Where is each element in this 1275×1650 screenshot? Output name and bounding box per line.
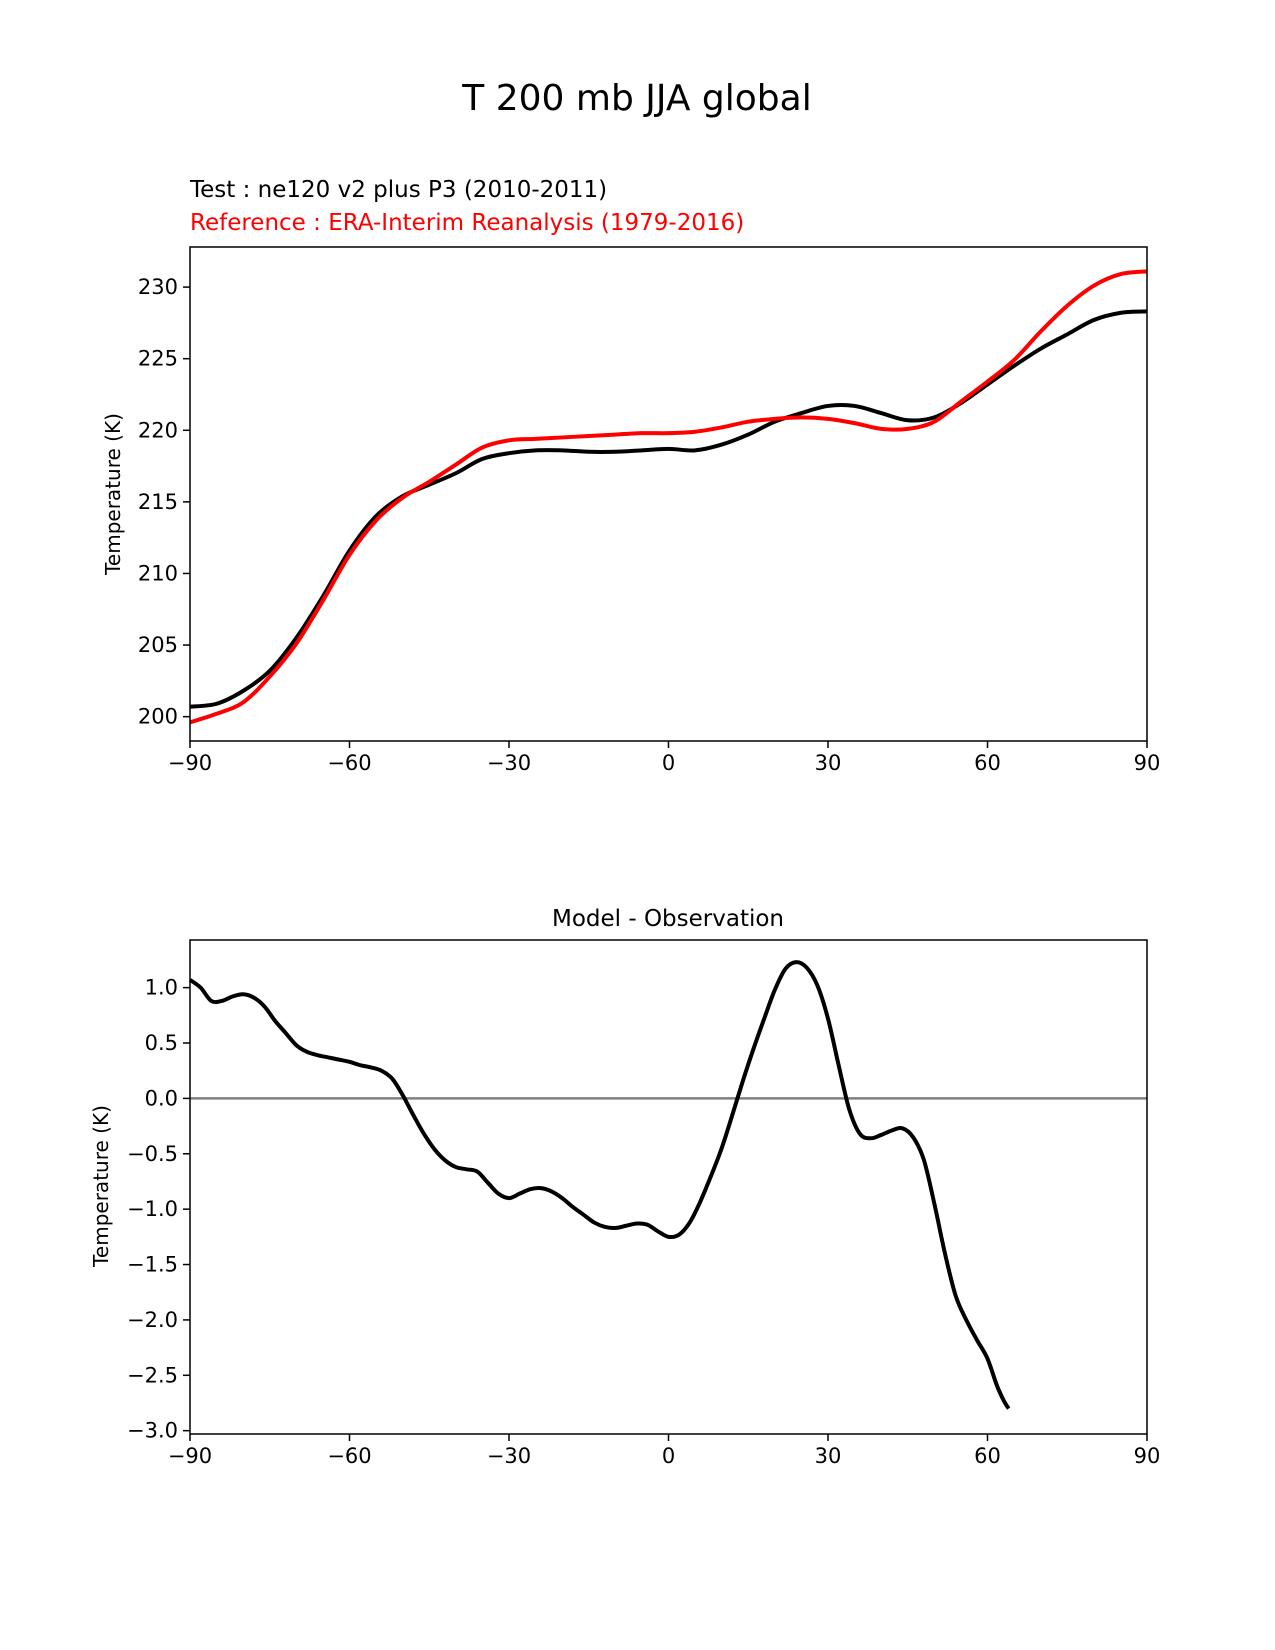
x-tick-label: −30 — [487, 751, 531, 775]
temperature-panel: Test : ne120 v2 plus P3 (2010-2011) Refe… — [101, 177, 1160, 775]
x-tick-label: −90 — [168, 1444, 212, 1468]
test-label: Test : ne120 v2 plus P3 (2010-2011) — [189, 177, 607, 203]
y-tick-label: −0.5 — [127, 1142, 178, 1166]
x-tick-label: 90 — [1134, 1444, 1161, 1468]
x-tick-label: −90 — [168, 751, 212, 775]
x-tick-label: 60 — [974, 1444, 1001, 1468]
plot-frame — [189, 246, 1148, 742]
y-tick-label: −2.0 — [127, 1308, 178, 1332]
reference-label: Reference : ERA-Interim Reanalysis (1979… — [190, 210, 744, 236]
y-tick-label: 225 — [138, 347, 178, 371]
y-tick-label: 205 — [138, 633, 178, 657]
y-tick-label: 200 — [138, 705, 178, 729]
difference-title: Model - Observation — [552, 906, 784, 932]
x-tick-label: 30 — [815, 751, 842, 775]
difference-panel: Model - Observation Temperature (K) −90−… — [89, 906, 1160, 1468]
y-tick-label: 210 — [138, 561, 178, 585]
reference-series-line — [189, 269, 1148, 725]
y-tick-label: 220 — [138, 418, 178, 442]
y-tick-label: 0.5 — [145, 1031, 178, 1055]
y-tick-label: 1.0 — [145, 976, 178, 1000]
y-tick-label: 230 — [138, 275, 178, 299]
figure-title: T 200 mb JJA global — [461, 78, 811, 119]
y-tick-label: −1.0 — [127, 1197, 178, 1221]
x-tick-label: 0 — [662, 1444, 675, 1468]
y-axis-label: Temperature (K) — [89, 1105, 113, 1268]
x-tick-label: −30 — [487, 1444, 531, 1468]
y-tick-label: −2.5 — [127, 1363, 178, 1387]
test-series-line — [189, 309, 1148, 709]
plot-frame — [189, 939, 1148, 1435]
x-tick-label: 0 — [662, 751, 675, 775]
y-tick-label: −1.5 — [127, 1253, 178, 1277]
y-tick-label: −3.0 — [127, 1419, 178, 1443]
x-tick-label: 90 — [1134, 751, 1161, 775]
y-tick-label: 215 — [138, 490, 178, 514]
model-observation-series-line — [188, 960, 1011, 1410]
x-tick-label: −60 — [327, 1444, 371, 1468]
y-tick-label: 0.0 — [145, 1086, 178, 1110]
x-tick-label: −60 — [327, 751, 371, 775]
x-tick-label: 60 — [974, 751, 1001, 775]
x-tick-label: 30 — [815, 1444, 842, 1468]
y-axis-label: Temperature (K) — [101, 413, 125, 576]
